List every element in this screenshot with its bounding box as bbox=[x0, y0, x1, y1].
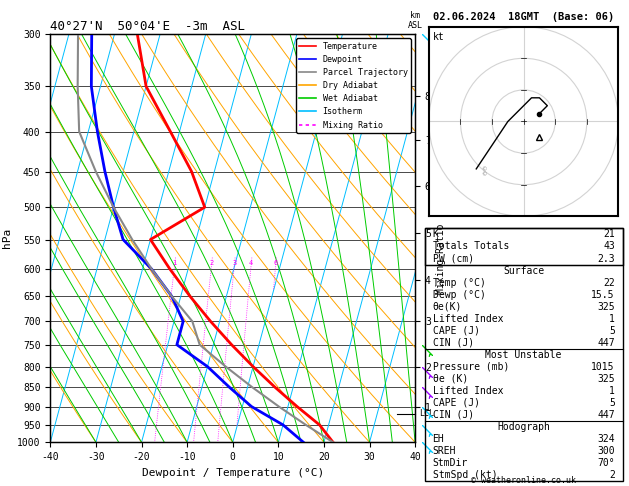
Text: 21: 21 bbox=[603, 229, 615, 240]
Text: 1: 1 bbox=[172, 260, 177, 266]
Bar bbox=[425, 228, 623, 264]
Text: Lifted Index: Lifted Index bbox=[433, 386, 503, 396]
Text: 6: 6 bbox=[274, 260, 277, 266]
Text: EH: EH bbox=[433, 434, 444, 444]
Text: 2: 2 bbox=[609, 470, 615, 480]
Text: kt: kt bbox=[433, 33, 445, 42]
Text: 5: 5 bbox=[609, 326, 615, 336]
Text: StmDir: StmDir bbox=[433, 458, 468, 468]
Text: 4: 4 bbox=[249, 260, 253, 266]
Text: 1: 1 bbox=[609, 386, 615, 396]
Text: Temp (°C): Temp (°C) bbox=[433, 278, 486, 288]
Y-axis label: Mixing Ratio (g/kg): Mixing Ratio (g/kg) bbox=[437, 182, 447, 294]
Text: 22: 22 bbox=[603, 278, 615, 288]
Text: Hodograph: Hodograph bbox=[497, 422, 550, 432]
Text: 02.06.2024  18GMT  (Base: 06): 02.06.2024 18GMT (Base: 06) bbox=[433, 12, 615, 22]
Text: Dewp (°C): Dewp (°C) bbox=[433, 290, 486, 299]
Text: 2: 2 bbox=[209, 260, 213, 266]
Text: 3: 3 bbox=[232, 260, 237, 266]
Text: CAPE (J): CAPE (J) bbox=[433, 398, 479, 408]
Text: Totals Totals: Totals Totals bbox=[433, 242, 509, 251]
Text: 447: 447 bbox=[597, 338, 615, 348]
Text: Pressure (mb): Pressure (mb) bbox=[433, 362, 509, 372]
Text: 325: 325 bbox=[597, 302, 615, 312]
Text: Lifted Index: Lifted Index bbox=[433, 313, 503, 324]
Text: CIN (J): CIN (J) bbox=[433, 410, 474, 420]
Text: ©
©: © © bbox=[481, 167, 487, 178]
Text: CIN (J): CIN (J) bbox=[433, 338, 474, 348]
Y-axis label: hPa: hPa bbox=[1, 228, 11, 248]
Text: SREH: SREH bbox=[433, 446, 456, 456]
Text: 15.5: 15.5 bbox=[591, 290, 615, 299]
Legend: Temperature, Dewpoint, Parcel Trajectory, Dry Adiabat, Wet Adiabat, Isotherm, Mi: Temperature, Dewpoint, Parcel Trajectory… bbox=[296, 38, 411, 133]
Text: θe (K): θe (K) bbox=[433, 374, 468, 384]
Text: 324: 324 bbox=[597, 434, 615, 444]
X-axis label: Dewpoint / Temperature (°C): Dewpoint / Temperature (°C) bbox=[142, 468, 324, 478]
Text: 40°27'N  50°04'E  -3m  ASL: 40°27'N 50°04'E -3m ASL bbox=[50, 20, 245, 33]
Text: 2.3: 2.3 bbox=[597, 254, 615, 263]
Text: 1015: 1015 bbox=[591, 362, 615, 372]
Text: PW (cm): PW (cm) bbox=[433, 254, 474, 263]
Text: 5: 5 bbox=[609, 398, 615, 408]
Text: © weatheronline.co.uk: © weatheronline.co.uk bbox=[471, 476, 576, 485]
Text: CAPE (J): CAPE (J) bbox=[433, 326, 479, 336]
Text: Surface: Surface bbox=[503, 265, 544, 276]
Text: 43: 43 bbox=[603, 242, 615, 251]
Text: LCL: LCL bbox=[419, 410, 434, 418]
Text: 70°: 70° bbox=[597, 458, 615, 468]
Text: K: K bbox=[433, 229, 438, 240]
Text: 447: 447 bbox=[597, 410, 615, 420]
Text: 325: 325 bbox=[597, 374, 615, 384]
Text: km
ASL: km ASL bbox=[408, 11, 423, 30]
Text: 300: 300 bbox=[597, 446, 615, 456]
Text: StmSpd (kt): StmSpd (kt) bbox=[433, 470, 497, 480]
Text: θe(K): θe(K) bbox=[433, 302, 462, 312]
Text: Most Unstable: Most Unstable bbox=[486, 350, 562, 360]
Text: 1: 1 bbox=[609, 313, 615, 324]
